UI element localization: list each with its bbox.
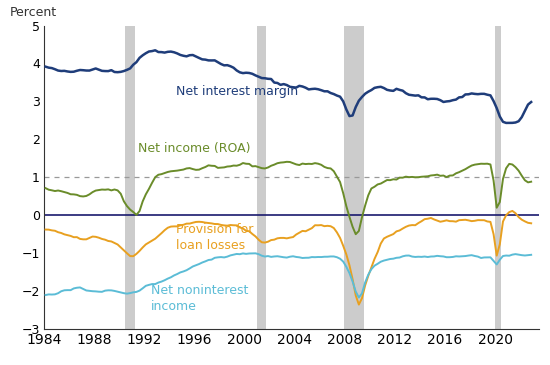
Text: Percent: Percent bbox=[9, 7, 57, 19]
Bar bbox=[125, 26, 135, 329]
Text: Net interest margin: Net interest margin bbox=[175, 85, 298, 98]
Bar bbox=[344, 26, 364, 329]
Text: Net noninterest
income: Net noninterest income bbox=[151, 284, 248, 313]
Bar bbox=[495, 26, 502, 329]
Text: Provision for
loan losses: Provision for loan losses bbox=[175, 223, 253, 252]
Bar bbox=[257, 26, 266, 329]
Text: Net income (ROA): Net income (ROA) bbox=[138, 142, 250, 155]
